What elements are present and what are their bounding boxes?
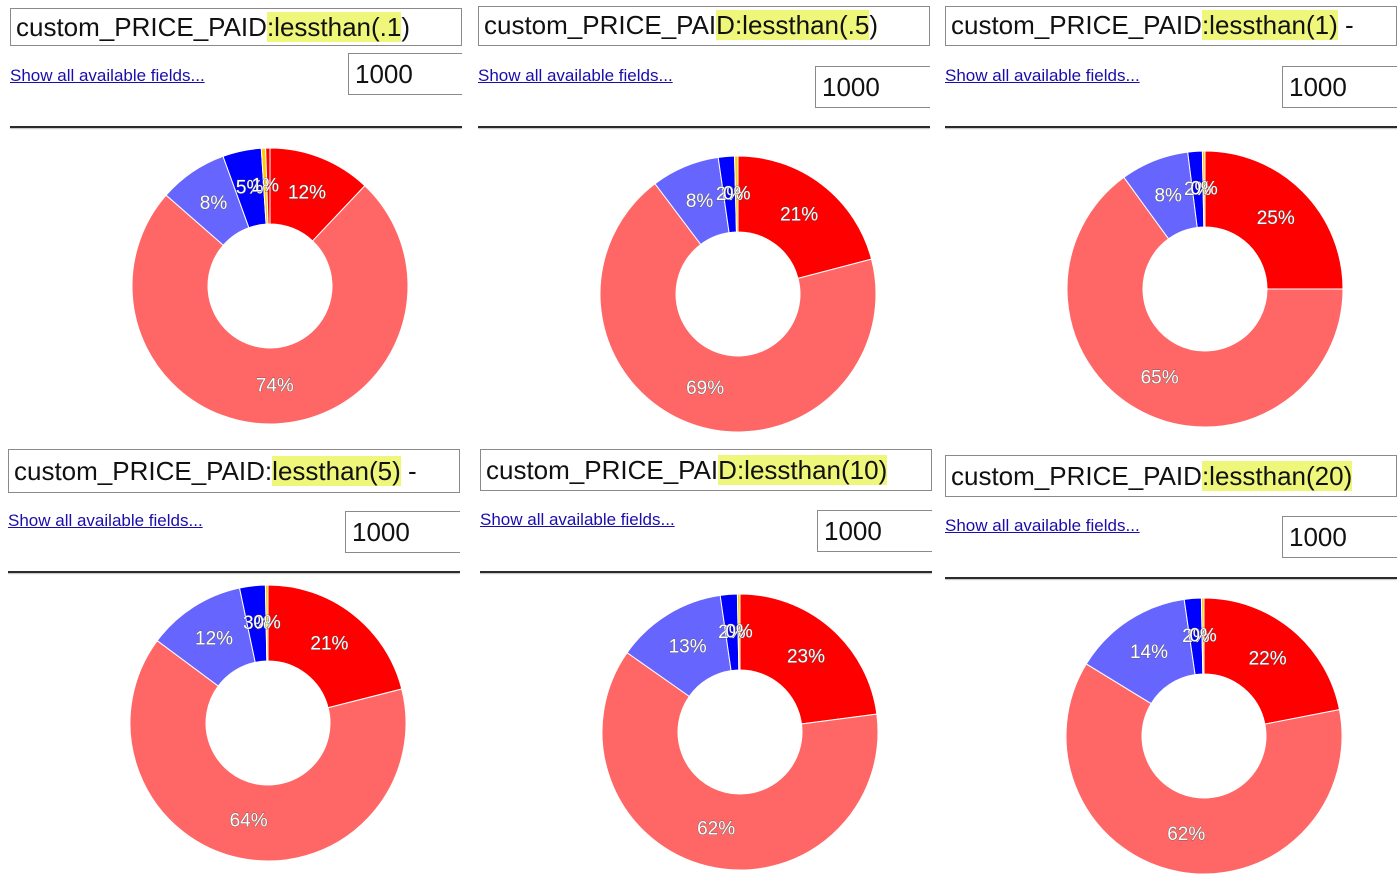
show-all-fields-link[interactable]: Show all available fields... — [10, 66, 205, 85]
slice-label: 69% — [686, 378, 724, 399]
donut-slice — [736, 593, 741, 671]
divider — [480, 571, 932, 573]
limit-input[interactable]: 1000 — [817, 510, 932, 552]
divider — [945, 577, 1397, 579]
slice-label: 0% — [725, 622, 753, 643]
slice-label: 21% — [780, 204, 818, 225]
slice-label: 0% — [723, 184, 751, 205]
slice-label: 8% — [200, 193, 228, 214]
query-text-prefix: custom_PRICE_PAID — [951, 461, 1202, 491]
slice-label: 12% — [195, 628, 233, 649]
limit-input[interactable]: 1000 — [348, 53, 462, 95]
slice-label: 1% — [252, 176, 280, 197]
slice-label: 14% — [1130, 642, 1168, 663]
query-text-highlight: D:lessthan(10) — [718, 455, 888, 485]
donut-slice — [1201, 150, 1206, 228]
donut-slice — [265, 147, 271, 225]
slice-label: 25% — [1257, 208, 1295, 229]
chart-panel-4: custom_PRICE_PAID:lessthan(5) - Show all… — [8, 449, 460, 885]
donut-slice — [1200, 597, 1205, 675]
show-all-fields-link[interactable]: Show all available fields... — [8, 511, 203, 530]
slice-label: 23% — [787, 646, 825, 667]
donut-slice — [1066, 176, 1344, 428]
query-text-suffix: - — [400, 456, 417, 486]
chart-panel-1: custom_PRICE_PAID:lessthan(.1) Show all … — [10, 8, 462, 433]
limit-input[interactable]: 1000 — [345, 511, 460, 553]
query-text-suffix: - — [1337, 10, 1354, 40]
show-all-fields-link[interactable]: Show all available fields... — [478, 66, 673, 85]
divider — [945, 126, 1397, 128]
query-text-highlight: D:lessthan(.5 — [716, 10, 870, 40]
slice-label: 65% — [1141, 368, 1179, 389]
slice-label: 12% — [288, 183, 326, 204]
query-text-prefix: custom_PRICE_PAID: — [14, 456, 273, 486]
query-text-prefix: custom_PRICE_PAID — [951, 10, 1202, 40]
show-all-fields-link[interactable]: Show all available fields... — [945, 516, 1140, 535]
query-text-suffix: ) — [401, 12, 411, 42]
query-input[interactable]: custom_PRICE_PAID:lessthan(10) — [480, 449, 932, 491]
donut-slice — [1204, 150, 1344, 290]
chart-panel-5: custom_PRICE_PAID:lessthan(10) Show all … — [480, 449, 932, 885]
slice-label: 0% — [1190, 179, 1218, 200]
slice-label: 0% — [253, 613, 281, 634]
query-input[interactable]: custom_PRICE_PAID:lessthan(5) - — [8, 449, 460, 493]
donut-chart: 21% 69% 8% 2%0% — [599, 155, 877, 433]
query-text-highlight: :lessthan(20) — [1201, 461, 1353, 491]
donut-chart: 21% 64% 12% 3%0% — [129, 584, 407, 862]
slice-label: 22% — [1249, 648, 1287, 669]
slice-label: 2% — [1182, 626, 1210, 647]
query-text-highlight: :lessthan(1) — [1201, 10, 1338, 40]
donut-slice — [739, 593, 878, 725]
donut-chart: 23% 62% 13% 2%0% — [601, 593, 879, 871]
donut-slice — [1203, 597, 1341, 725]
slice-label: 3% — [243, 613, 271, 634]
limit-input[interactable]: 1000 — [815, 66, 930, 108]
query-text-highlight: :lessthan(.1 — [266, 12, 402, 42]
divider — [10, 126, 462, 128]
show-all-fields-link[interactable]: Show all available fields... — [480, 510, 675, 529]
donut-slice — [264, 584, 269, 662]
query-text-prefix: custom_PRICE_PAI — [486, 455, 719, 485]
slice-label: 64% — [230, 811, 268, 832]
slice-label: 13% — [669, 636, 707, 657]
slice-label: 21% — [310, 634, 348, 655]
query-text-highlight: lessthan(5) — [272, 456, 401, 486]
slice-label: 62% — [697, 819, 735, 840]
donut-slice — [737, 155, 873, 279]
slice-label: 62% — [1167, 824, 1205, 845]
slice-label: 2% — [718, 622, 746, 643]
limit-input[interactable]: 1000 — [1282, 66, 1397, 108]
donut-chart: 22% 62% 14% 2%0% — [1065, 597, 1343, 875]
donut-chart: 12% 74% 8% 5%1% — [131, 147, 409, 425]
chart-panel-3: custom_PRICE_PAID:lessthan(1) - Show all… — [945, 6, 1397, 434]
slice-label: 2% — [1184, 179, 1212, 200]
donut-slice — [599, 183, 877, 433]
slice-label: 8% — [686, 191, 714, 212]
donut-slice — [267, 584, 403, 709]
query-input[interactable]: custom_PRICE_PAID:lessthan(20) — [945, 455, 1397, 497]
donut-slice — [131, 185, 409, 425]
slice-label: 2% — [716, 184, 744, 205]
show-all-fields-link[interactable]: Show all available fields... — [945, 66, 1140, 85]
query-text-prefix: custom_PRICE_PAID — [16, 12, 267, 42]
slice-label: 5% — [236, 178, 264, 199]
query-text-prefix: custom_PRICE_PAI — [484, 10, 717, 40]
query-text-suffix: ) — [869, 10, 879, 40]
query-input[interactable]: custom_PRICE_PAID:lessthan(1) - — [945, 6, 1397, 46]
divider — [478, 126, 930, 128]
donut-slice — [1065, 663, 1343, 875]
donut-slice — [601, 651, 879, 871]
limit-input[interactable]: 1000 — [1282, 516, 1397, 558]
chart-panel-6: custom_PRICE_PAID:lessthan(20) Show all … — [945, 455, 1397, 885]
slice-label: 0% — [1189, 626, 1217, 647]
chart-panel-2: custom_PRICE_PAID:lessthan(.5) Show all … — [478, 6, 930, 436]
slice-label: 8% — [1154, 186, 1182, 207]
donut-chart: 25% 65% 8% 2%0% — [1066, 150, 1344, 428]
divider — [8, 571, 460, 573]
slice-label: 74% — [256, 375, 294, 396]
donut-slice — [129, 639, 407, 862]
query-input[interactable]: custom_PRICE_PAID:lessthan(.1) — [10, 8, 462, 46]
query-input[interactable]: custom_PRICE_PAID:lessthan(.5) — [478, 6, 930, 46]
donut-slice — [734, 155, 739, 233]
